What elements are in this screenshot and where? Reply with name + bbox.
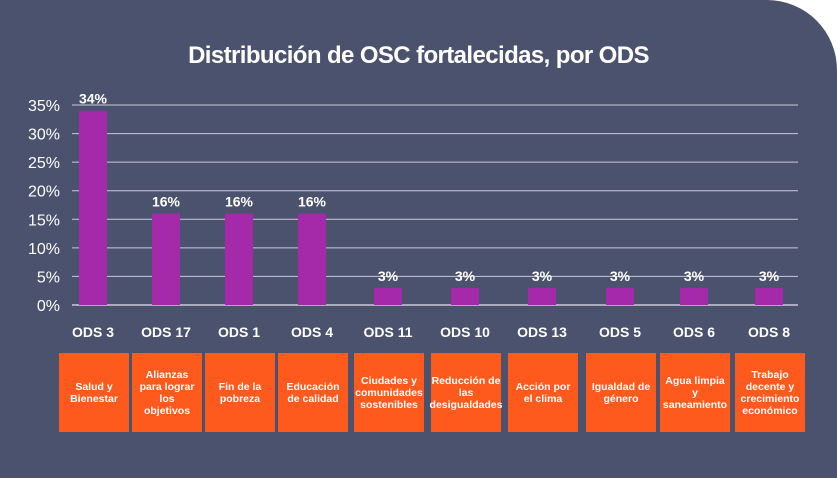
bar: [755, 287, 783, 305]
data-label: 3%: [378, 268, 399, 284]
bar: [298, 213, 326, 305]
y-tick-label: 0%: [37, 298, 60, 315]
x-tick-label: ODS 6: [673, 324, 715, 340]
data-label: 3%: [759, 268, 780, 284]
chart-title: Distribución de OSC fortalecidas, por OD…: [188, 42, 649, 69]
data-label: 3%: [455, 268, 476, 284]
bar: [680, 287, 708, 305]
x-tick-label: ODS 3: [72, 324, 114, 340]
x-tick-label: ODS 4: [291, 324, 333, 340]
ods-description-box: Salud y Bienestar: [59, 353, 129, 432]
ods-description-box: Educación de calidad: [278, 353, 348, 432]
x-tick-label: ODS 11: [363, 324, 412, 340]
x-tick-label: ODS 10: [440, 324, 490, 340]
x-tick-label: ODS 5: [599, 324, 641, 340]
bar: [152, 213, 180, 305]
bar: [606, 287, 634, 305]
y-tick-label: 25%: [28, 155, 60, 172]
y-tick-label: 15%: [28, 212, 60, 229]
bar: [225, 213, 253, 305]
data-label: 16%: [152, 194, 181, 210]
data-label: 3%: [610, 268, 631, 284]
data-label: 34%: [79, 91, 108, 107]
data-label: 16%: [298, 194, 327, 210]
bar: [528, 287, 556, 305]
y-tick-label: 30%: [28, 127, 60, 144]
y-tick-label: 5%: [37, 269, 60, 286]
x-tick-label: ODS 1: [218, 324, 260, 340]
data-label: 3%: [684, 268, 705, 284]
x-tick-label: ODS 8: [748, 324, 790, 340]
ods-description-box: Trabajo decente y crecimiento económico: [735, 353, 805, 432]
ods-description-box: Acción por el clima: [508, 353, 578, 432]
x-tick-label: ODS 17: [141, 324, 191, 340]
bar: [374, 287, 402, 305]
ods-description-box: Fin de la pobreza: [205, 353, 275, 432]
y-tick-label: 10%: [28, 241, 60, 258]
ods-description-box: Alianzas para lograr los objetivos: [132, 353, 202, 432]
ods-description-box: Agua limpia y saneamiento: [660, 353, 730, 432]
y-tick-label: 20%: [28, 184, 60, 201]
bar: [451, 287, 479, 305]
data-label: 16%: [225, 194, 254, 210]
bar: [79, 110, 107, 305]
ods-description-box: Reducción de las desigualdades: [430, 353, 502, 432]
ods-description-box: Igualdad de género: [586, 353, 656, 432]
x-tick-label: ODS 13: [517, 324, 567, 340]
ods-description-box: Ciudades y comunidades sostenibles: [354, 353, 424, 432]
y-tick-label: 35%: [28, 98, 60, 115]
data-label: 3%: [532, 268, 553, 284]
